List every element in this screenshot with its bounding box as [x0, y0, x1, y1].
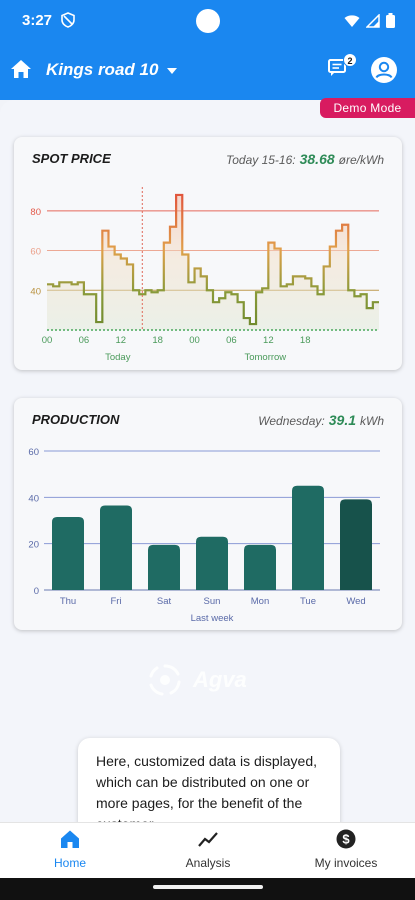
svg-text:$: $: [342, 832, 350, 847]
camera-cutout: [196, 9, 220, 33]
agva-logo: Agva: [145, 660, 247, 700]
production-y-tick-label: 20: [28, 540, 39, 551]
production-x-tick-label: Sat: [157, 596, 172, 607]
nav-analysis[interactable]: Analysis: [148, 829, 268, 870]
battery-icon: [386, 13, 395, 33]
production-bar: [196, 536, 228, 590]
production-bar: [148, 544, 180, 590]
production-x-tick-label: Wed: [346, 596, 365, 607]
production-x-tick-label: Mon: [251, 596, 269, 607]
status-bar: 3:27: [0, 0, 415, 44]
chevron-down-icon: [166, 60, 178, 80]
spot-price-current-value: 38.68: [299, 151, 335, 167]
production-bar: [100, 505, 132, 590]
gesture-area: [0, 878, 415, 900]
production-card[interactable]: PRODUCTION Wednesday: 39.1 kWh 0 20 40 60 Th…: [14, 398, 402, 630]
top-bar: 3:27 Kings road 10: [0, 0, 415, 100]
location-selector[interactable]: Kings road 10: [46, 60, 178, 80]
production-bar: [244, 544, 276, 590]
spot-x-group-label: Tomorrow: [244, 352, 286, 363]
spot-price-card[interactable]: SPOT PRICE Today 15-16: 38.68 øre/kWh: [14, 137, 402, 370]
spot-price-area: [47, 194, 379, 330]
spot-x-tick-label: 18: [152, 335, 163, 346]
production-current-value: 39.1: [328, 412, 356, 428]
production-title: PRODUCTION: [32, 412, 120, 427]
trend-line-icon: [198, 832, 218, 847]
production-unit: kWh: [360, 414, 384, 428]
spot-price-line: [47, 193, 379, 326]
spot-x-tick-label: 06: [79, 335, 90, 346]
nav-invoices-label: My invoices: [314, 856, 378, 870]
spot-price-chart: 40 60 80 00 06 12 18 00 06 12 18 Today Tomorrow: [30, 187, 379, 363]
bottom-navigation: Home Analysis $ My invoices: [0, 822, 415, 878]
production-x-tick-label: Sun: [204, 596, 221, 607]
production-info: Wednesday: 39.1 kWh: [258, 412, 384, 428]
production-bar: [52, 517, 84, 590]
production-y-tick-label: 60: [28, 447, 39, 458]
logo-mark-icon: [149, 664, 181, 696]
spot-x-tick-label: 18: [300, 335, 311, 346]
status-icons: [344, 12, 395, 33]
logo-text: Agva: [193, 667, 247, 692]
spot-y-tick-label: 60: [30, 247, 41, 258]
demo-mode-badge: Demo Mode: [320, 98, 415, 118]
spot-x-tick-label: 12: [115, 335, 126, 346]
production-y-tick-label: 40: [28, 493, 39, 504]
production-x-axis-label: Last week: [191, 613, 234, 624]
gesture-handle[interactable]: [153, 885, 263, 889]
nav-home[interactable]: Home: [10, 829, 130, 870]
wifi-icon: [344, 14, 360, 33]
spot-x-tick-label: 06: [226, 335, 237, 346]
spot-price-info: Today 15-16: 38.68 øre/kWh: [226, 151, 384, 167]
status-time: 3:27: [22, 12, 53, 29]
production-x-tick-label: Thu: [60, 596, 76, 607]
production-x-tick-label: Tue: [300, 596, 316, 607]
home-nav-icon: [61, 830, 79, 848]
dollar-circle-icon: $: [336, 829, 356, 849]
home-icon[interactable]: [10, 58, 32, 85]
production-x-tick-label: Fri: [110, 596, 121, 607]
nav-invoices[interactable]: $ My invoices: [286, 829, 406, 870]
nav-home-label: Home: [53, 856, 86, 870]
app-bar: Kings road 10 2: [0, 48, 415, 94]
chat-icon[interactable]: [327, 57, 349, 84]
location-name: Kings road 10: [46, 60, 159, 79]
production-bar: [340, 499, 372, 590]
vpn-icon: [60, 12, 76, 33]
spot-x-tick-label: 00: [189, 335, 200, 346]
spot-price-title: SPOT PRICE: [32, 151, 111, 166]
spot-x-group-label: Today: [105, 352, 131, 363]
spot-x-tick-label: 12: [263, 335, 274, 346]
production-info-label: Wednesday:: [258, 414, 325, 428]
spot-x-tick-label: 00: [42, 335, 53, 346]
spot-price-unit: øre/kWh: [338, 153, 384, 167]
production-bar: [292, 485, 324, 590]
spot-y-tick-label: 40: [30, 286, 41, 297]
notification-badge: 2: [343, 53, 357, 67]
production-y-tick-label: 0: [34, 586, 39, 597]
signal-icon: [365, 12, 380, 33]
nav-analysis-label: Analysis: [185, 856, 231, 870]
spot-y-tick-label: 80: [30, 207, 41, 218]
spot-price-info-label: Today 15-16:: [226, 153, 296, 167]
production-chart: 0 20 40 60 Thu Fri Sat Sun Mon Tue Wed Last week: [28, 447, 380, 624]
profile-icon[interactable]: [370, 56, 398, 89]
